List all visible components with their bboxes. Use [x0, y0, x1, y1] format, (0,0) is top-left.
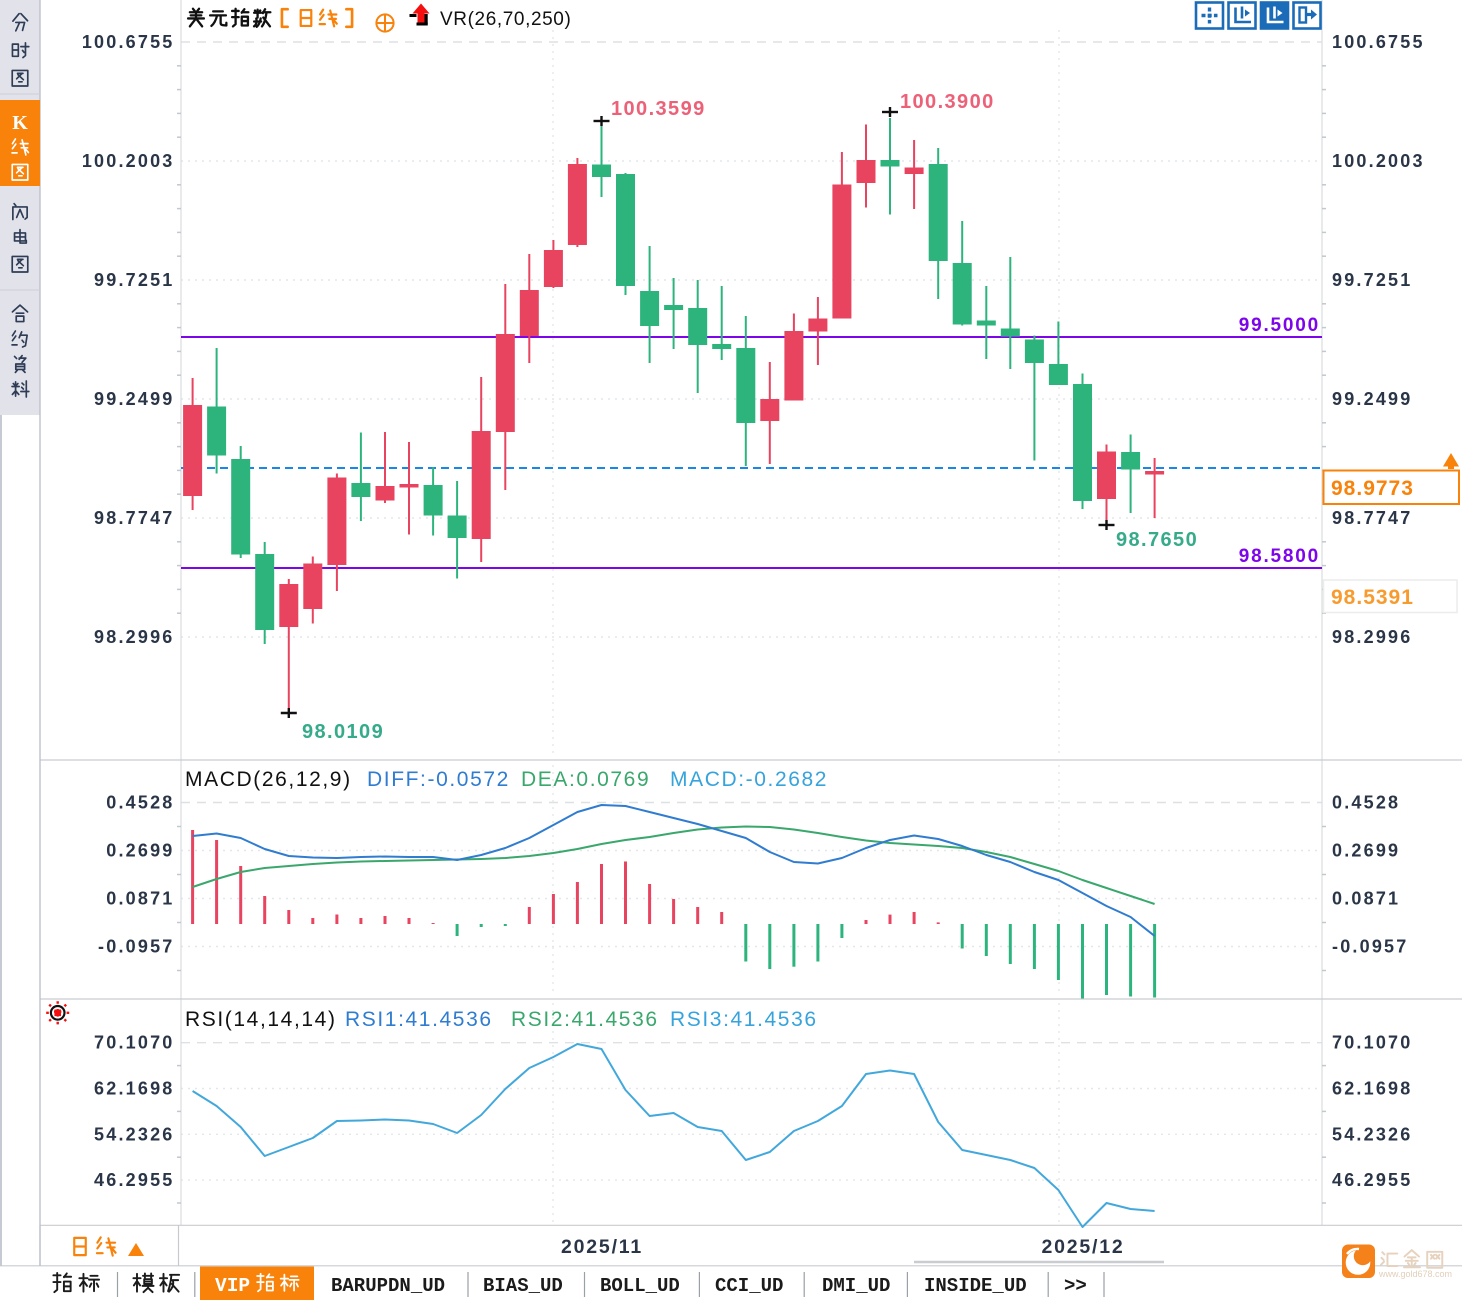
svg-text:98.5800: 98.5800	[1239, 546, 1320, 567]
svg-text:-0.0957: -0.0957	[98, 937, 174, 957]
svg-text:2025/12: 2025/12	[1041, 1236, 1124, 1258]
svg-text:MACD:-0.2682: MACD:-0.2682	[670, 768, 828, 791]
svg-text:100.3599: 100.3599	[611, 98, 706, 120]
svg-text:98.7747: 98.7747	[1332, 508, 1412, 528]
svg-text:99.7251: 99.7251	[1332, 270, 1412, 290]
svg-text:BOLL_UD: BOLL_UD	[600, 1275, 680, 1297]
svg-text:99.5000: 99.5000	[1239, 315, 1320, 336]
svg-text:46.2955: 46.2955	[1332, 1170, 1412, 1190]
svg-text:98.0109: 98.0109	[302, 721, 384, 743]
svg-text:0.4528: 0.4528	[106, 793, 174, 813]
svg-text:2025/11: 2025/11	[561, 1236, 643, 1258]
svg-text:70.1070: 70.1070	[1332, 1033, 1412, 1053]
svg-text:CCI_UD: CCI_UD	[715, 1275, 783, 1297]
svg-text:BARUPDN_UD: BARUPDN_UD	[331, 1275, 445, 1297]
svg-text:0.2699: 0.2699	[1332, 841, 1400, 861]
svg-text:100.2003: 100.2003	[82, 151, 175, 171]
svg-text:99.2499: 99.2499	[1332, 389, 1412, 409]
svg-text:0.0871: 0.0871	[106, 889, 174, 909]
svg-text:0.4528: 0.4528	[1332, 793, 1400, 813]
svg-text:70.1070: 70.1070	[94, 1033, 174, 1053]
svg-text:99.7251: 99.7251	[94, 270, 174, 290]
svg-text:RSI1:41.4536: RSI1:41.4536	[345, 1008, 493, 1031]
svg-text:62.1698: 62.1698	[94, 1079, 174, 1099]
svg-text:www.gold678.com: www.gold678.com	[1378, 1269, 1452, 1279]
svg-text:98.2996: 98.2996	[1332, 627, 1412, 647]
svg-text:54.2326: 54.2326	[1332, 1124, 1412, 1144]
svg-text:BIAS_UD: BIAS_UD	[483, 1275, 563, 1297]
svg-text:VR(26,70,250): VR(26,70,250)	[440, 9, 571, 30]
svg-text:-0.0957: -0.0957	[1332, 937, 1408, 957]
svg-text:0.2699: 0.2699	[106, 841, 174, 861]
svg-text:100.6755: 100.6755	[82, 32, 175, 52]
svg-text:RSI3:41.4536: RSI3:41.4536	[670, 1008, 818, 1031]
svg-text:100.3900: 100.3900	[900, 91, 995, 113]
svg-text:INSIDE_UD: INSIDE_UD	[924, 1275, 1027, 1297]
svg-text:62.1698: 62.1698	[1332, 1079, 1412, 1099]
svg-text:54.2326: 54.2326	[94, 1124, 174, 1144]
svg-text:98.2996: 98.2996	[94, 627, 174, 647]
svg-text:VIP: VIP	[215, 1275, 250, 1297]
svg-text:>>: >>	[1064, 1275, 1087, 1297]
svg-text:98.7747: 98.7747	[94, 508, 174, 528]
svg-text:100.6755: 100.6755	[1332, 32, 1425, 52]
svg-text:99.2499: 99.2499	[94, 389, 174, 409]
svg-text:RSI2:41.4536: RSI2:41.4536	[511, 1008, 659, 1031]
svg-text:DEA:0.0769: DEA:0.0769	[521, 768, 650, 791]
svg-text:DMI_UD: DMI_UD	[822, 1275, 890, 1297]
svg-text:98.7650: 98.7650	[1116, 529, 1198, 551]
svg-text:98.5391: 98.5391	[1331, 586, 1414, 609]
svg-text:0.0871: 0.0871	[1332, 889, 1400, 909]
svg-text:100.2003: 100.2003	[1332, 151, 1425, 171]
svg-text:46.2955: 46.2955	[94, 1170, 174, 1190]
svg-text:RSI(14,14,14): RSI(14,14,14)	[185, 1008, 337, 1031]
svg-text:MACD(26,12,9): MACD(26,12,9)	[185, 768, 352, 791]
svg-text:98.9773: 98.9773	[1331, 477, 1414, 500]
svg-text:K: K	[12, 112, 28, 134]
svg-text:DIFF:-0.0572: DIFF:-0.0572	[367, 768, 510, 791]
